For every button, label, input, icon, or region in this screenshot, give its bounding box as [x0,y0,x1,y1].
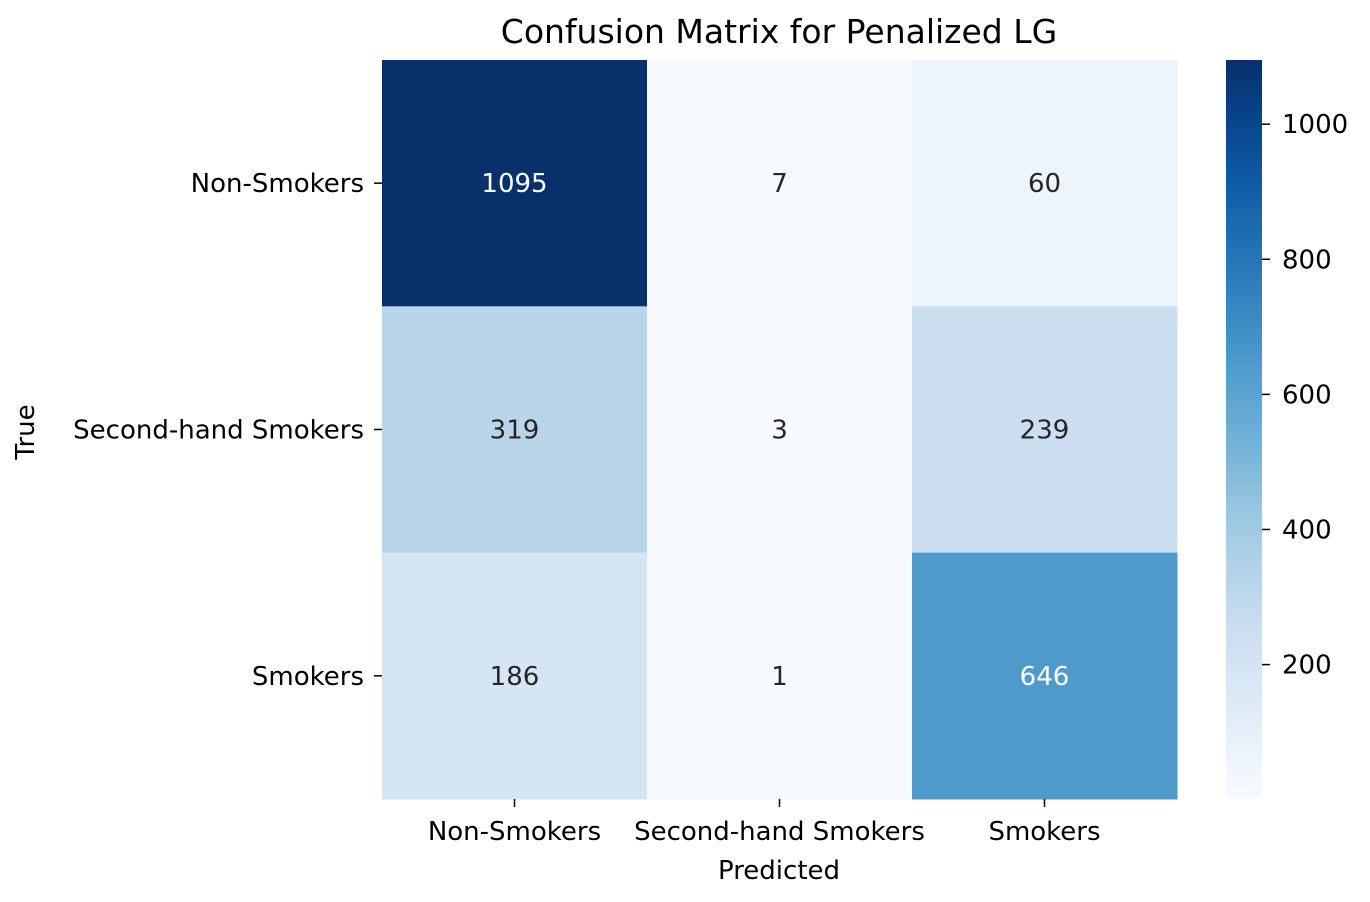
cell-value-label: 60 [1028,169,1061,199]
cell-value-label: 1095 [481,169,547,199]
heatmap-cell [647,552,913,800]
cell-value-label: 1 [771,662,788,692]
heatmap-cell [382,60,648,307]
cell-value-label: 3 [771,415,788,445]
x-tick-label: Second-hand Smokers [634,817,925,847]
heatmap-cell [647,306,913,554]
colorbar-tick-label: 400 [1282,515,1332,545]
y-tick-label: Non-Smokers [191,169,364,199]
colorbar-ticks: 200 400 600 800 1000 [1262,110,1348,681]
colorbar-tick-label: 800 [1282,245,1332,275]
colorbar-tick-label: 1000 [1282,110,1348,140]
heatmap-cell [912,60,1178,307]
chart-title: Confusion Matrix for Penalized LG [501,12,1057,51]
y-tick-label: Second-hand Smokers [73,415,364,445]
x-axis-ticks: Non-Smokers Second-hand Smokers Smokers [428,798,1101,847]
x-tick-label: Non-Smokers [428,817,601,847]
cell-value-label: 319 [490,415,540,445]
x-tick-label: Smokers [988,817,1100,847]
y-axis-label: True [11,404,41,460]
cell-value-label: 186 [490,662,540,692]
colorbar-tick-label: 600 [1282,380,1332,410]
y-tick-label: Smokers [252,662,364,692]
heatmap-cells: 1095 7 60 319 3 239 186 1 646 [382,60,1178,800]
heatmap-cell [382,552,648,800]
heatmap-cell [647,60,913,307]
cell-value-label: 239 [1020,415,1070,445]
colorbar [1226,60,1262,799]
colorbar-tick-label: 200 [1282,651,1332,681]
heatmap-cell [382,306,648,554]
cell-value-label: 7 [771,169,788,199]
y-axis-ticks: Non-Smokers Second-hand Smokers Smokers [73,169,382,692]
heatmap-cell [912,552,1178,800]
x-axis-label: Predicted [718,856,840,886]
heatmap-cell [912,306,1178,554]
cell-value-label: 646 [1020,662,1070,692]
